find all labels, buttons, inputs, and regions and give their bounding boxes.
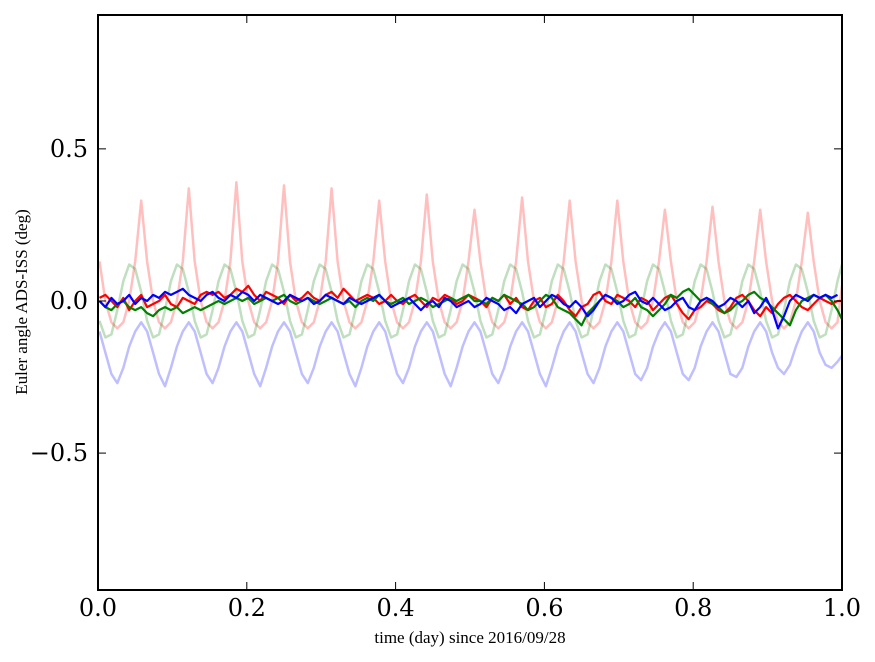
series-line-pitch-reference (98, 263, 842, 339)
series-line-yaw-reference (98, 321, 842, 388)
y-tick-label: 0.5 (50, 135, 88, 163)
y-tick-label: −0.5 (30, 439, 88, 467)
series-line-pitch (98, 287, 842, 327)
tick-layer: 0.0 0.2 0.4 0.6 0.8 1.0 0.5 0.0 −0.5 (30, 15, 861, 622)
x-axis-label: time (day) since 2016/09/28 (374, 628, 565, 647)
x-tick-label: 0.6 (525, 594, 563, 622)
x-tick-label: 0.4 (377, 594, 415, 622)
y-tick-label: 0.0 (50, 287, 88, 315)
plot-frame (97, 14, 843, 591)
x-tick-label: 0.2 (228, 594, 266, 622)
x-tick-label: 0.0 (79, 594, 117, 622)
series-line-yaw (98, 287, 838, 330)
x-tick-label: 1.0 (823, 594, 861, 622)
y-axis-label: Euler angle ADS-ISS (deg) (12, 209, 31, 395)
x-tick-label: 0.8 (674, 594, 712, 622)
series-layer (98, 181, 842, 388)
